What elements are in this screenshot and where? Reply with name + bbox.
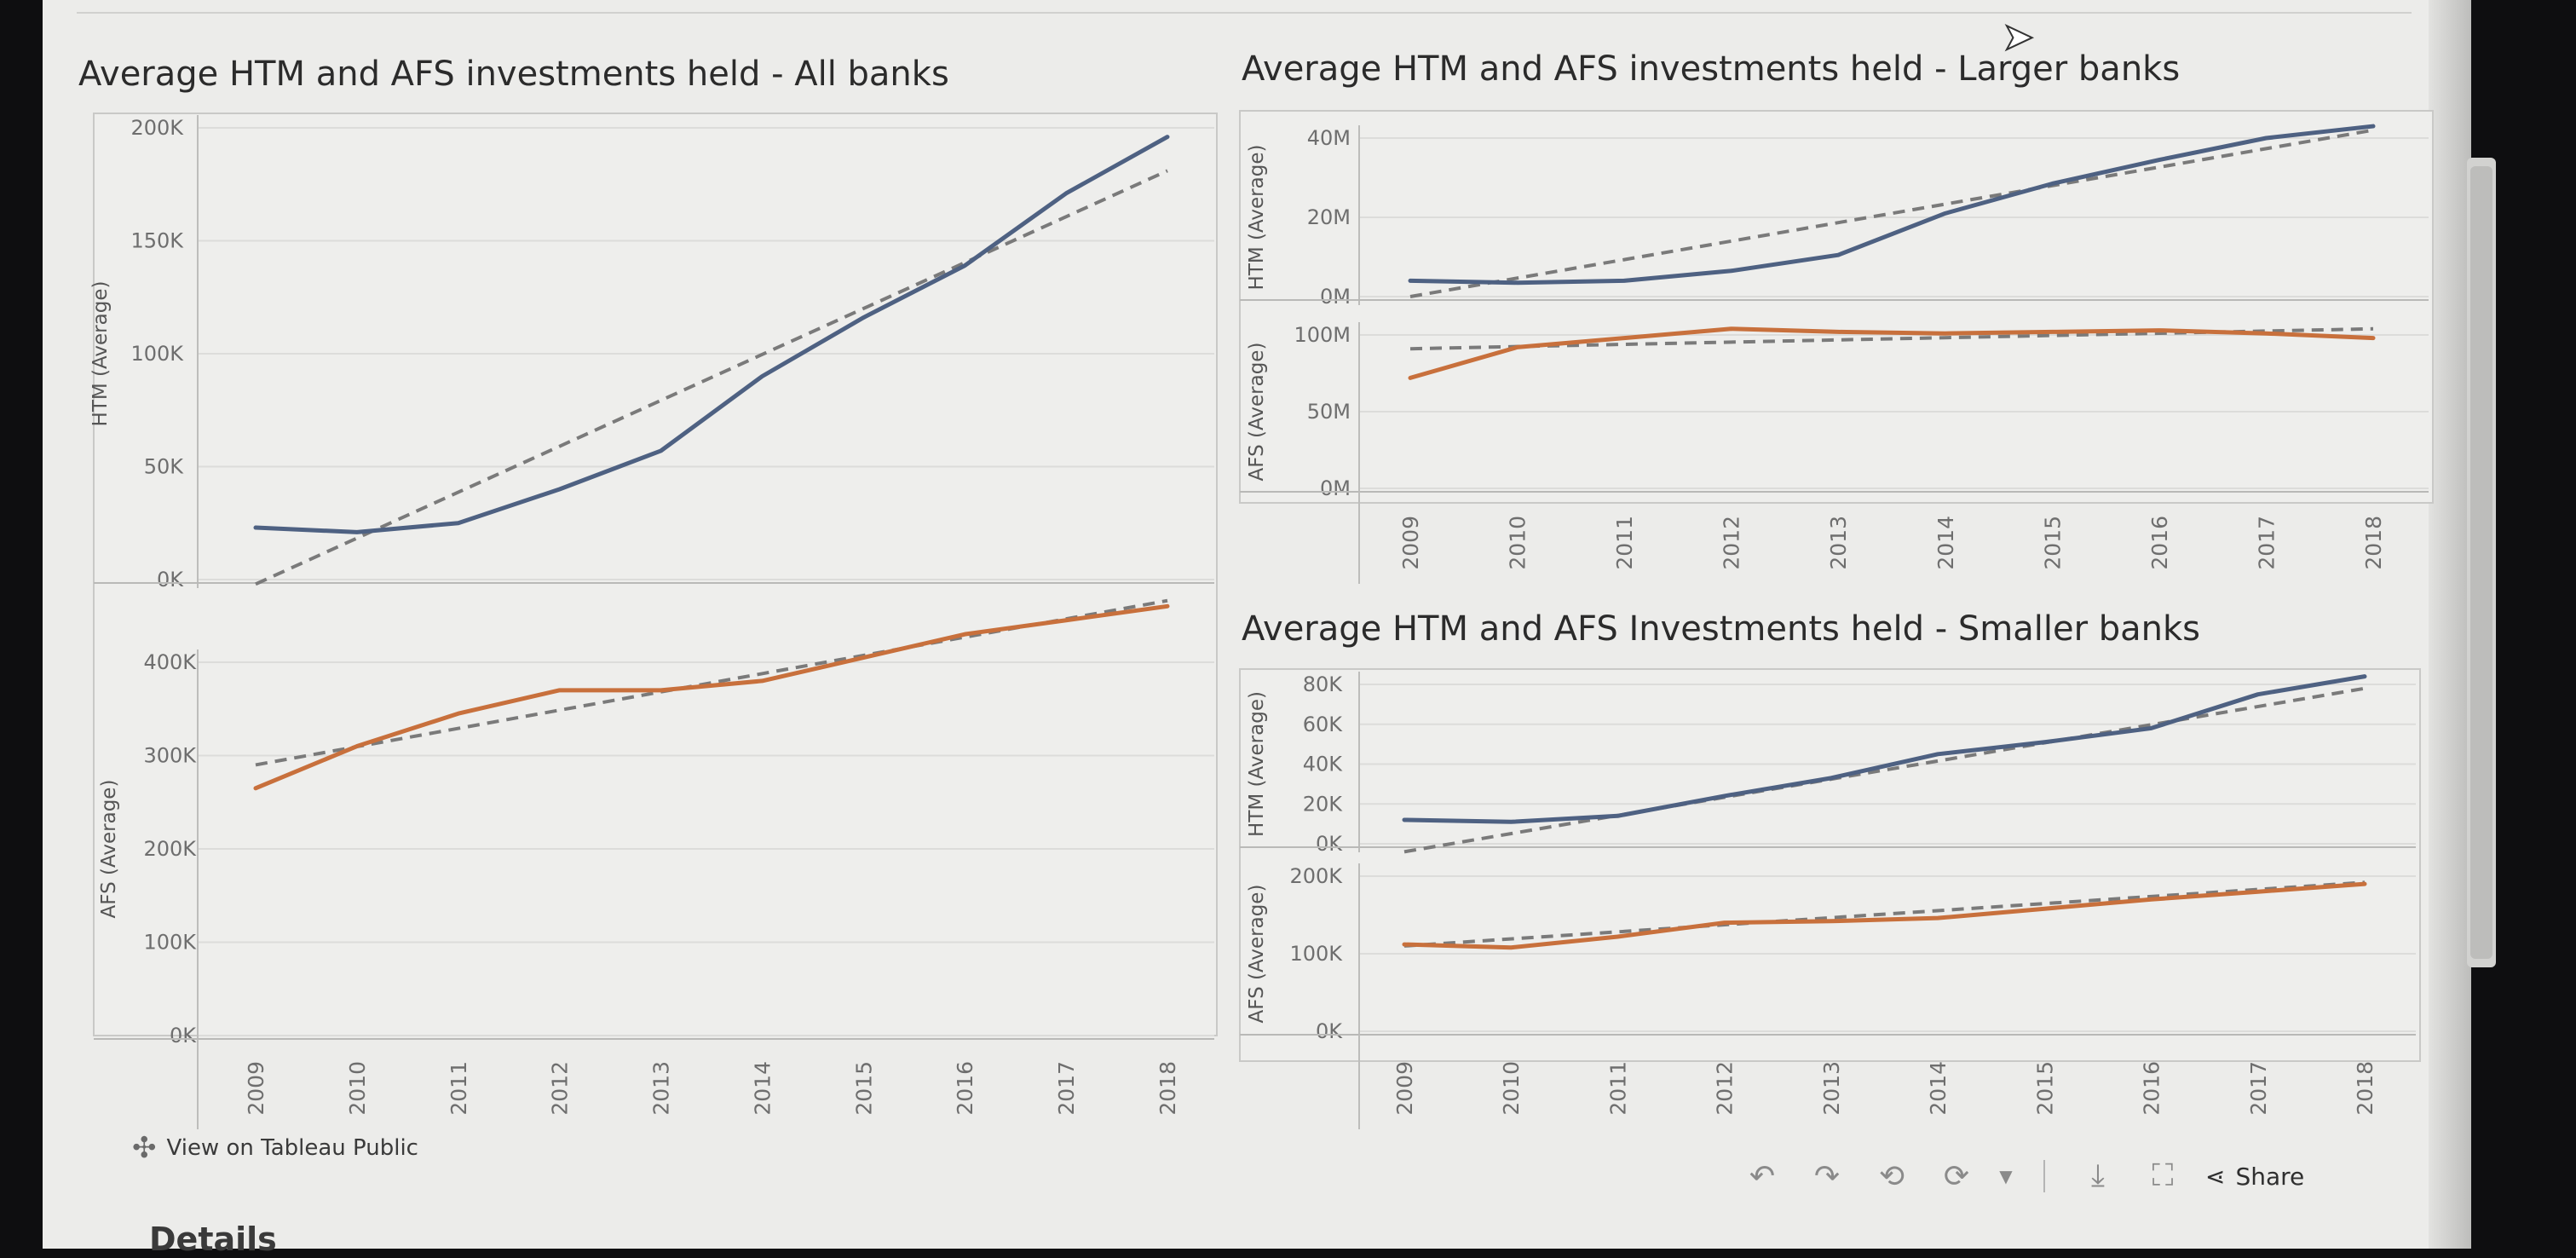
y-axis-title-all-afs: AFS (Average) [98, 780, 120, 919]
dashboard-title-all-banks: Average HTM and AFS investments held - A… [78, 55, 949, 94]
view-on-tableau-public-link[interactable]: ✣ View on Tableau Public [132, 1134, 418, 1163]
x-tick-label-larger-banks: 2016 [2147, 516, 2172, 570]
trend-line-smaller-afs [1403, 880, 2366, 948]
y-tick-label-all-afs: 200K [143, 837, 197, 861]
mouse-cursor-icon: ➤ [2002, 14, 2035, 60]
series-line-larger-htm[interactable] [1408, 124, 2376, 286]
x-tick-label-all-banks: 2012 [548, 1061, 573, 1116]
y-tick-label-smaller-htm: 60K [1303, 713, 1344, 736]
series-line-all-htm[interactable] [253, 135, 1170, 534]
x-tick-label-larger-banks: 2018 [2361, 516, 2386, 570]
trend-line-larger-htm [1409, 128, 2374, 298]
trend-line-larger-afs [1409, 326, 2374, 351]
x-tick-label-smaller-banks: 2017 [2246, 1061, 2271, 1116]
x-tick-label-smaller-banks: 2010 [1499, 1061, 1524, 1116]
x-tick-label-smaller-banks: 2014 [1926, 1061, 1951, 1116]
share-label: Share [2235, 1162, 2305, 1191]
share-button[interactable]: ⋖ Share [2205, 1163, 2304, 1191]
y-tick-label-larger-htm: 20M [1307, 205, 1351, 229]
x-tick-label-smaller-banks: 2013 [1819, 1061, 1844, 1116]
share-icon: ⋖ [2205, 1162, 2226, 1191]
y-tick-label-all-afs: 400K [143, 650, 197, 674]
y-tick-label-smaller-htm: 40K [1303, 753, 1344, 776]
series-line-all-afs[interactable] [253, 603, 1170, 791]
top-divider [77, 12, 2412, 14]
x-tick-label-larger-banks: 2012 [1720, 516, 1744, 570]
x-tick-label-all-banks: 2010 [345, 1061, 370, 1116]
y-tick-label-smaller-afs: 200K [1289, 864, 1343, 888]
trend-line-smaller-htm [1403, 686, 2366, 854]
details-heading: Details [149, 1220, 277, 1258]
y-tick-label-smaller-afs: 0K [1316, 1019, 1343, 1043]
scrollbar-thumb[interactable] [2470, 166, 2492, 959]
revert-icon[interactable]: ⟲ [1878, 1158, 1905, 1194]
tableau-link-label: View on Tableau Public [166, 1135, 418, 1161]
x-tick-label-all-banks: 2013 [649, 1061, 674, 1116]
x-tick-label-all-banks: 2014 [750, 1061, 775, 1116]
x-tick-label-smaller-banks: 2016 [2140, 1061, 2164, 1116]
undo-icon[interactable]: ↶ [1749, 1158, 1776, 1194]
y-axis-title-smaller-htm: HTM (Average) [1246, 691, 1268, 837]
y-tick-label-all-afs: 0K [170, 1024, 197, 1047]
y-tick-label-smaller-htm: 80K [1303, 672, 1344, 696]
y-tick-label-smaller-htm: 0K [1316, 832, 1343, 856]
x-tick-label-all-banks: 2018 [1155, 1061, 1180, 1116]
y-axis-title-larger-htm: HTM (Average) [1246, 145, 1268, 291]
x-tick-label-larger-banks: 2010 [1506, 516, 1530, 570]
x-tick-label-smaller-banks: 2012 [1713, 1061, 1738, 1116]
y-tick-label-all-htm: 50K [144, 455, 185, 479]
toolbar-divider [2043, 1160, 2045, 1192]
refresh-icon[interactable]: ⟳ [1943, 1158, 1970, 1194]
chart-frame-smaller-banks [1239, 668, 2421, 1062]
trend-line-all-htm [255, 169, 1168, 586]
y-tick-label-larger-afs: 100M [1294, 323, 1351, 347]
y-tick-label-larger-htm: 0M [1320, 285, 1351, 309]
x-tick-label-smaller-banks: 2009 [1392, 1061, 1417, 1116]
redo-icon[interactable]: ↷ [1813, 1158, 1841, 1194]
x-tick-label-all-banks: 2017 [1054, 1061, 1079, 1116]
x-tick-label-smaller-banks: 2011 [1605, 1061, 1630, 1116]
y-tick-label-all-htm: 100K [130, 342, 184, 366]
y-tick-label-all-htm: 0K [157, 568, 184, 591]
x-tick-label-all-banks: 2011 [447, 1061, 471, 1116]
series-line-larger-afs[interactable] [1408, 326, 2376, 380]
fullscreen-icon[interactable]: ⛶ [2152, 1158, 2174, 1193]
x-tick-label-all-banks: 2015 [851, 1061, 876, 1116]
chevron-down-icon[interactable]: ▼ [1999, 1166, 2013, 1186]
x-tick-label-all-banks: 2009 [244, 1061, 268, 1116]
screen-edge [2429, 0, 2471, 1249]
series-line-smaller-htm[interactable] [1402, 674, 2367, 824]
x-tick-label-larger-banks: 2017 [2254, 516, 2279, 570]
y-tick-label-smaller-afs: 100K [1289, 942, 1343, 966]
y-tick-label-larger-afs: 50M [1307, 400, 1351, 424]
download-icon[interactable]: ⤓ [2091, 1158, 2105, 1193]
x-tick-label-larger-banks: 2014 [1933, 516, 1958, 570]
y-axis-title-smaller-afs: AFS (Average) [1246, 885, 1268, 1024]
x-tick-label-smaller-banks: 2018 [2353, 1061, 2377, 1116]
y-tick-label-larger-afs: 0M [1320, 476, 1351, 500]
x-tick-label-larger-banks: 2011 [1612, 516, 1637, 570]
x-tick-label-smaller-banks: 2015 [2032, 1061, 2057, 1116]
y-tick-label-all-afs: 100K [143, 931, 197, 955]
chart-frame-all-banks [93, 113, 1218, 1036]
y-tick-label-all-afs: 300K [143, 744, 197, 768]
x-tick-label-larger-banks: 2013 [1826, 516, 1851, 570]
dashboard-title-larger-banks: Average HTM and AFS investments held - L… [1242, 49, 2181, 89]
y-axis-title-larger-afs: AFS (Average) [1246, 343, 1268, 482]
x-tick-label-larger-banks: 2009 [1398, 516, 1423, 570]
tableau-logo-icon: ✣ [132, 1131, 157, 1165]
y-tick-label-smaller-htm: 20K [1303, 792, 1344, 816]
viz-toolbar: ↶ ↷ ⟲ ⟳ ▼ ⤓ ⛶ ⋖ Share [1730, 1151, 2394, 1202]
y-tick-label-all-htm: 150K [130, 229, 184, 253]
y-axis-title-all-htm: HTM (Average) [89, 281, 112, 427]
x-tick-label-larger-banks: 2015 [2040, 516, 2065, 570]
x-tick-label-all-banks: 2016 [953, 1061, 977, 1116]
dashboard-title-smaller-banks: Average HTM and AFS Investments held - S… [1242, 609, 2201, 649]
chart-frame-larger-banks [1239, 110, 2434, 504]
y-tick-label-all-htm: 200K [130, 116, 184, 140]
series-line-smaller-afs[interactable] [1402, 881, 2367, 950]
y-tick-label-larger-htm: 40M [1307, 126, 1351, 150]
